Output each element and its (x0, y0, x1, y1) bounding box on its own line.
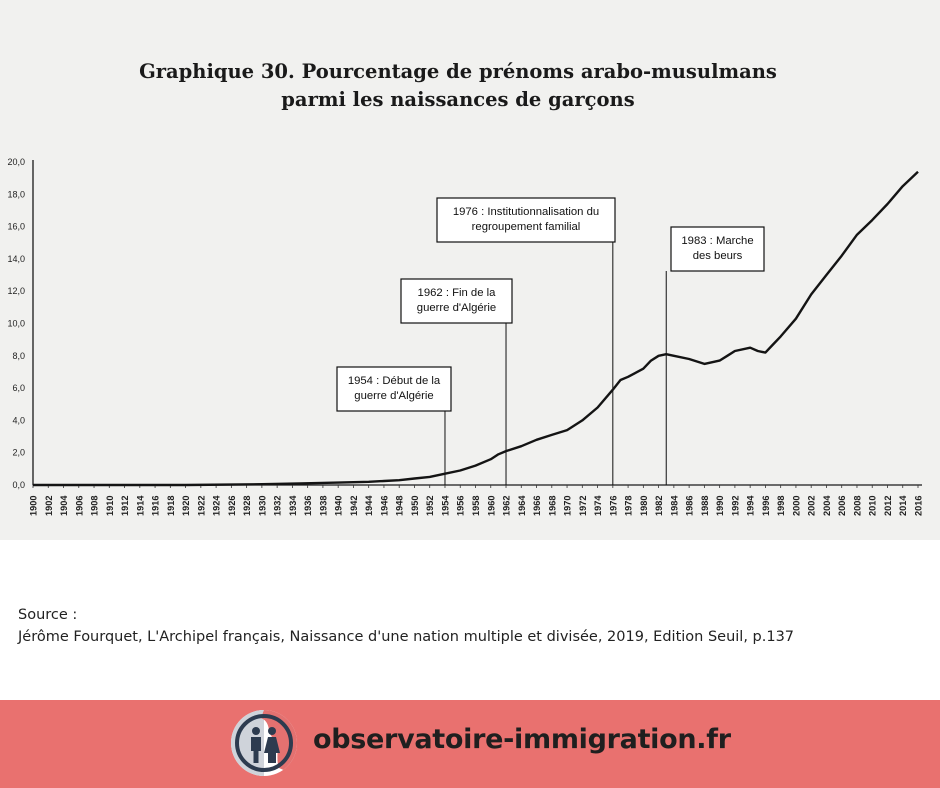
x-tick-label: 1968 (547, 496, 557, 516)
x-tick-label: 1918 (166, 496, 176, 516)
y-tick-label: 6,0 (12, 383, 25, 393)
x-tick-label: 2014 (898, 495, 908, 516)
x-tick-label: 1990 (715, 496, 725, 516)
y-tick-label: 14,0 (7, 254, 25, 264)
x-tick-label: 1980 (639, 496, 649, 516)
x-tick-label: 2004 (822, 495, 832, 516)
x-tick-label: 1946 (379, 496, 389, 516)
x-tick-label: 1970 (563, 496, 573, 516)
x-tick-label: 2000 (791, 496, 801, 516)
x-tick-label: 1906 (74, 496, 84, 516)
x-tick-label: 2002 (807, 496, 817, 516)
x-tick-label: 2010 (868, 496, 878, 516)
chart: Graphique 30. Pourcentage de prénoms ara… (7, 60, 924, 516)
x-tick-label: 1974 (593, 495, 603, 516)
x-tick-label: 1964 (517, 495, 527, 516)
x-tick-label: 1972 (578, 496, 588, 516)
annotation-text: guerre d'Algérie (354, 390, 433, 402)
x-tick-label: 1966 (532, 496, 542, 516)
x-tick-label: 1996 (761, 496, 771, 516)
x-tick-label: 1932 (273, 496, 283, 516)
annotation-box (336, 366, 452, 412)
x-tick-label: 1904 (59, 495, 69, 516)
logo (231, 710, 297, 776)
annotation-text: regroupement familial (472, 221, 581, 233)
x-tick-label: 1942 (349, 496, 359, 516)
y-tick-label: 10,0 (7, 319, 25, 329)
x-tick-label: 1998 (776, 496, 786, 516)
footer-banner: observatoire-immigration.fr (0, 700, 940, 788)
x-tick-label: 1988 (700, 496, 710, 516)
x-tick-label: 2006 (837, 496, 847, 516)
x-tick-label: 1916 (151, 496, 161, 516)
y-tick-label: 16,0 (7, 222, 25, 232)
annotation-text: des beurs (693, 250, 743, 262)
annotation-box (400, 278, 513, 324)
x-tick-label: 1910 (105, 496, 115, 516)
x-tick-label: 1952 (425, 496, 435, 516)
x-tick-label: 1938 (318, 496, 328, 516)
chart-title-line2: parmi les naissances de garçons (281, 88, 634, 111)
x-tick-label: 1948 (395, 496, 405, 516)
y-tick-labels: 0,0 2,0 4,0 6,0 8,0 10,0 12,0 14,0 16,0 18,0 20,0 (7, 157, 25, 490)
y-tick-label: 8,0 (12, 351, 25, 361)
source-block: Source : Jérôme Fourquet, L'Archipel fra… (18, 604, 794, 648)
x-tick-label: 1920 (181, 496, 191, 516)
people-icon (231, 710, 297, 776)
x-tick-label: 1982 (654, 496, 664, 516)
x-tick-label: 1976 (608, 496, 618, 516)
x-tick-label: 1956 (456, 496, 466, 516)
x-tick-label: 2012 (883, 496, 893, 516)
x-tick-label: 1950 (410, 496, 420, 516)
x-tick-label: 1922 (196, 496, 206, 516)
x-tick-label: 1954 (440, 495, 450, 516)
y-tick-label: 12,0 (7, 286, 25, 296)
y-tick-label: 20,0 (7, 157, 25, 167)
x-tick-label: 1926 (227, 496, 237, 516)
x-tick-label: 2008 (852, 496, 862, 516)
x-tick-labels: 1900 1902 1904 1906 1908 1910 1912 1914 1916 1918… (29, 485, 924, 516)
y-tick-label: 0,0 (12, 480, 25, 490)
x-tick-label: 1930 (257, 496, 267, 516)
source-text: Jérôme Fourquet, L'Archipel français, Na… (18, 629, 795, 645)
annotations: 1954 : Début de la guerre d'Algérie 1962 :… (336, 197, 765, 485)
x-tick-label: 1944 (364, 495, 374, 516)
source-label: Source : (18, 607, 78, 623)
x-tick-label: 1984 (669, 495, 679, 516)
x-tick-label: 1962 (502, 496, 512, 516)
series (33, 170, 919, 487)
annotation-box (670, 226, 765, 272)
chart-title-line1: Graphique 30. Pourcentage de prénoms ara… (139, 60, 777, 83)
x-tick-label: 2016 (914, 496, 924, 516)
annotation-box (436, 197, 616, 243)
x-tick-label: 1928 (242, 496, 252, 516)
x-tick-label: 1978 (624, 496, 634, 516)
x-tick-label: 1914 (135, 495, 145, 516)
annotation-text: 1954 : Début de la (348, 375, 441, 387)
x-tick-label: 1994 (746, 495, 756, 516)
y-tick-label: 18,0 (7, 189, 25, 199)
x-tick-label: 1986 (685, 496, 695, 516)
annotation-text: 1983 : Marche (681, 235, 753, 247)
y-tick-label: 2,0 (12, 448, 25, 458)
x-tick-label: 1900 (29, 496, 39, 516)
x-tick-label: 1924 (212, 495, 222, 516)
chart-photo: Graphique 30. Pourcentage de prénoms ara… (0, 0, 940, 540)
series-line (33, 170, 919, 487)
annotation-text: 1962 : Fin de la (418, 287, 497, 299)
annotation-text: guerre d'Algérie (417, 302, 496, 314)
x-tick-label: 1958 (471, 496, 481, 516)
x-tick-label: 1936 (303, 496, 313, 516)
x-tick-label: 1908 (90, 496, 100, 516)
site-name: observatoire-immigration.fr (313, 724, 731, 755)
annotation-text: 1976 : Institutionnalisation du (453, 206, 599, 218)
x-tick-label: 1992 (730, 496, 740, 516)
x-tick-label: 1940 (334, 496, 344, 516)
x-tick-label: 1902 (44, 496, 54, 516)
y-tick-label: 4,0 (12, 415, 25, 425)
x-tick-label: 1960 (486, 496, 496, 516)
x-tick-label: 1934 (288, 495, 298, 516)
x-tick-label: 1912 (120, 496, 130, 516)
